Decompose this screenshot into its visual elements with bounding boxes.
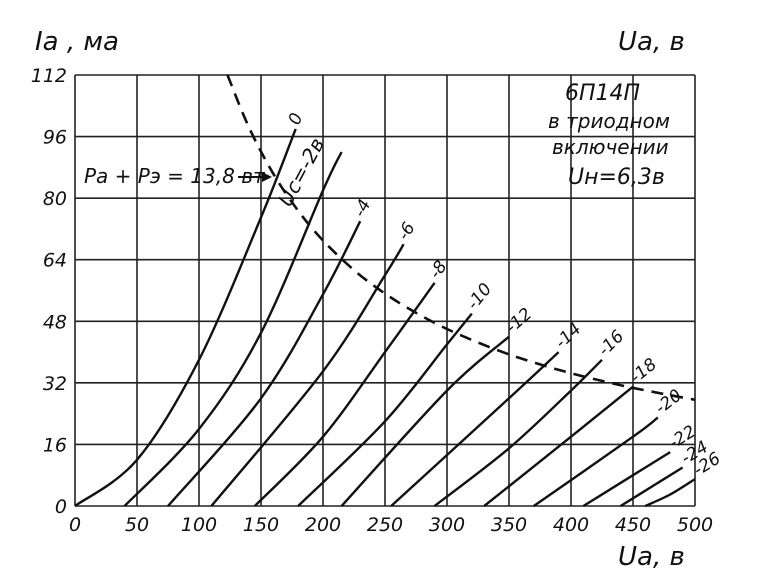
series-curve--2 [123, 151, 343, 507]
tube-title: 6П14П [565, 81, 640, 106]
x-tick-label: 450 [615, 514, 651, 536]
series-curve--14 [390, 351, 560, 507]
y-tick-label: 80 [43, 188, 67, 210]
series-curve--8 [253, 282, 436, 507]
y-tick-label: 0 [55, 496, 67, 518]
y-tick-label: 112 [31, 65, 67, 87]
series-label: -6 [394, 219, 420, 244]
y-tick-label: 32 [43, 373, 67, 395]
curves-layer [74, 128, 696, 508]
y-tick-label: 16 [43, 434, 67, 456]
top-right-axis-title: Uа, в [618, 27, 685, 57]
x-tick-label: 500 [677, 514, 713, 536]
x-tick-label: 0 [69, 514, 81, 536]
series-curve--18 [483, 385, 634, 507]
power-limit-layer [226, 74, 696, 402]
series-curve--22 [582, 451, 671, 508]
series-curve--12 [340, 335, 510, 507]
series-curve--4 [167, 220, 362, 507]
y-axis-title: Iа , ма [35, 27, 119, 57]
x-tick-label: 50 [125, 514, 149, 536]
series-label: 0 [285, 110, 308, 127]
x-axis-title: Uа, в [618, 542, 685, 572]
x-tick-label: 400 [553, 514, 589, 536]
series-curve--6 [210, 243, 405, 507]
x-tick-label: 250 [367, 514, 403, 536]
x-tick-label: 100 [181, 514, 217, 536]
tick-labels-layer: 0 50 100 150 200 250 300 350 400 450 500 0 16 32 48 64 8… [31, 65, 713, 536]
x-tick-label: 300 [429, 514, 465, 536]
series-label: -16 [594, 326, 628, 360]
series-curve--24 [619, 466, 684, 508]
series-curve--16 [433, 358, 603, 507]
power-limit-curve [226, 74, 696, 402]
series-label: -10 [463, 280, 496, 314]
series-curve--10 [297, 312, 473, 507]
y-tick-label: 96 [43, 127, 67, 149]
subtitle-line-1: в триодном [548, 109, 670, 133]
series-curve-0 [74, 128, 297, 507]
grid-layer [74, 74, 696, 507]
subtitle-line-3: Uн=6,3в [568, 165, 665, 190]
y-tick-label: 48 [43, 311, 67, 333]
x-tick-label: 150 [243, 514, 279, 536]
series-label: -4 [350, 196, 376, 220]
x-tick-label: 200 [305, 514, 341, 536]
x-tick-label: 350 [491, 514, 527, 536]
series-label: -12 [502, 304, 536, 337]
series-curve--26 [644, 478, 696, 508]
series-curve--20 [533, 416, 659, 507]
power-limit-annotation: Pа + Pэ = 13,8 вт [84, 164, 266, 188]
y-tick-label: 64 [43, 250, 67, 272]
series-label: -14 [551, 319, 585, 353]
annotation-arrow [238, 172, 272, 182]
subtitle-line-2: включении [552, 135, 669, 159]
series-label: -20 [652, 386, 686, 419]
